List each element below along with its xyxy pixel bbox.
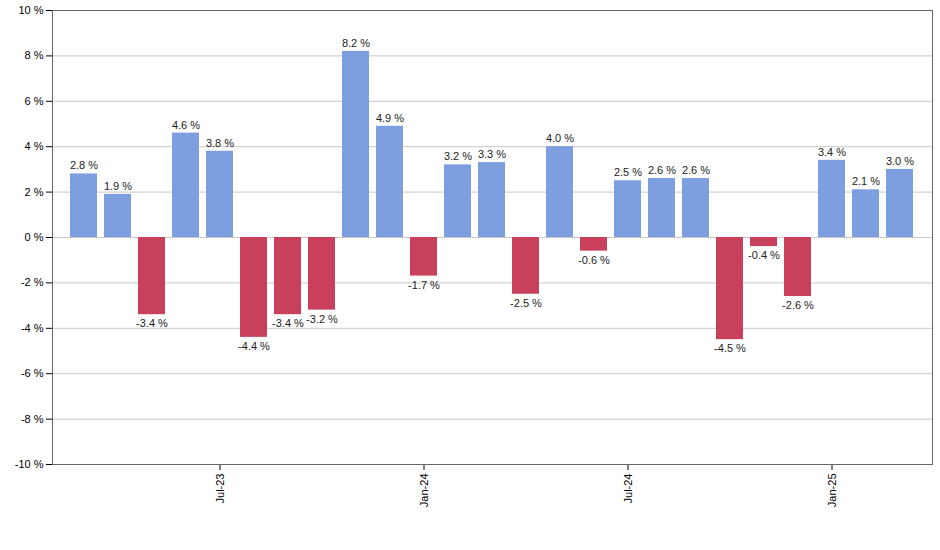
svg-text:-2.6 %: -2.6 % xyxy=(782,299,814,311)
svg-text:-2.5 %: -2.5 % xyxy=(510,297,542,309)
svg-text:-4 %: -4 % xyxy=(21,322,44,334)
svg-text:-6 %: -6 % xyxy=(21,367,44,379)
svg-text:4.6 %: 4.6 % xyxy=(172,119,200,131)
svg-text:1.9 %: 1.9 % xyxy=(104,180,132,192)
svg-text:0 %: 0 % xyxy=(25,231,44,243)
svg-text:-1.7 %: -1.7 % xyxy=(408,279,440,291)
svg-text:Jan-25: Jan-25 xyxy=(826,474,838,508)
svg-text:3.2 %: 3.2 % xyxy=(444,150,472,162)
svg-text:2.5 %: 2.5 % xyxy=(614,166,642,178)
svg-text:3.3 %: 3.3 % xyxy=(478,148,506,160)
svg-text:3.8 %: 3.8 % xyxy=(206,137,234,149)
svg-text:3.0 %: 3.0 % xyxy=(886,155,914,167)
svg-text:Jul-23: Jul-23 xyxy=(214,474,226,504)
svg-text:4 %: 4 % xyxy=(25,140,44,152)
svg-text:-0.6 %: -0.6 % xyxy=(578,254,610,266)
svg-text:2.6 %: 2.6 % xyxy=(648,164,676,176)
svg-text:-10 %: -10 % xyxy=(15,458,44,470)
svg-text:2 %: 2 % xyxy=(25,186,44,198)
svg-text:2.1 %: 2.1 % xyxy=(852,175,880,187)
svg-text:-4.4 %: -4.4 % xyxy=(238,340,270,352)
svg-text:10 %: 10 % xyxy=(18,4,43,16)
svg-text:6 %: 6 % xyxy=(25,95,44,107)
svg-text:8 %: 8 % xyxy=(25,49,44,61)
svg-text:-3.4 %: -3.4 % xyxy=(272,317,304,329)
svg-text:-4.5 %: -4.5 % xyxy=(714,342,746,354)
svg-text:-8 %: -8 % xyxy=(21,413,44,425)
svg-text:Jan-24: Jan-24 xyxy=(418,474,430,508)
svg-text:-3.4 %: -3.4 % xyxy=(136,317,168,329)
svg-text:Jul-24: Jul-24 xyxy=(622,474,634,504)
svg-text:3.4 %: 3.4 % xyxy=(818,146,846,158)
svg-text:-3.2 %: -3.2 % xyxy=(306,313,338,325)
svg-text:4.9 %: 4.9 % xyxy=(376,112,404,124)
svg-text:-0.4 %: -0.4 % xyxy=(748,249,780,261)
svg-text:8.2 %: 8.2 % xyxy=(342,37,370,49)
svg-text:2.8 %: 2.8 % xyxy=(70,159,98,171)
svg-text:4.0 %: 4.0 % xyxy=(546,132,574,144)
svg-text:-2 %: -2 % xyxy=(21,276,44,288)
svg-text:2.6 %: 2.6 % xyxy=(682,164,710,176)
